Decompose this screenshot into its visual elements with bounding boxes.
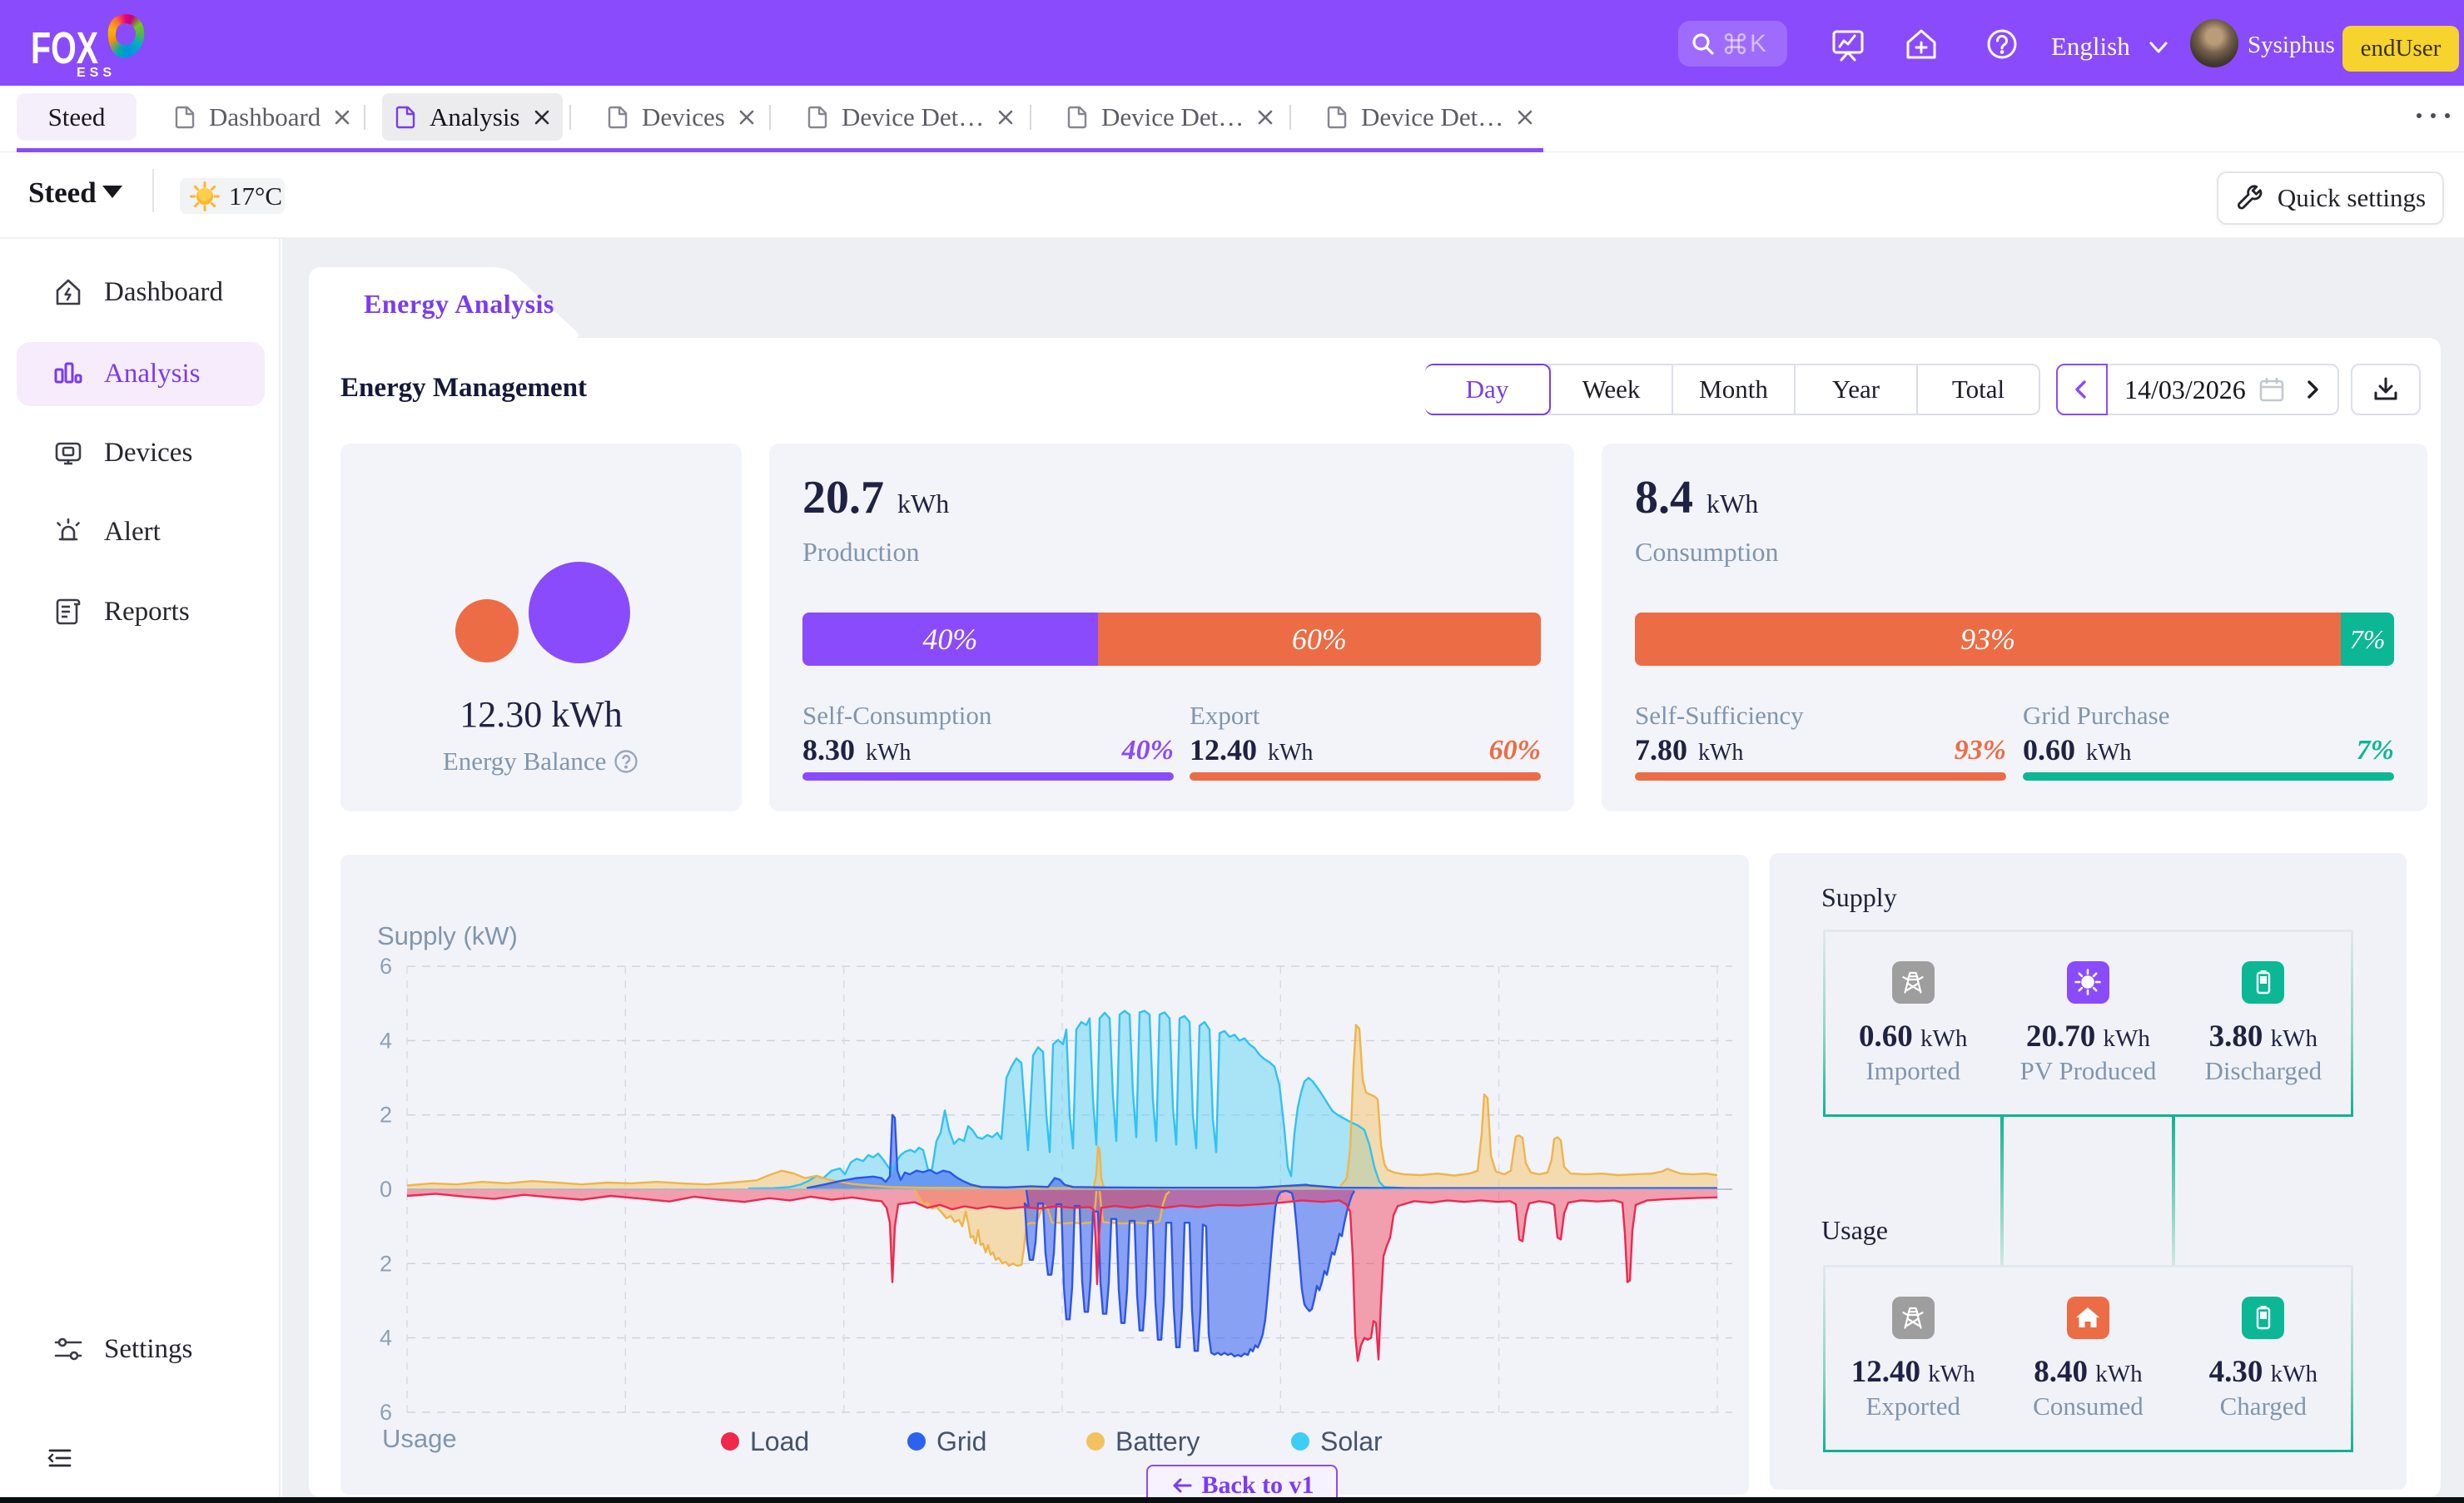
svg-text:6: 6 [380,1400,392,1425]
svg-text:Supply (kW): Supply (kW) [377,921,518,950]
svg-text:6: 6 [380,954,392,979]
svg-text:2: 2 [380,1251,392,1276]
svg-text:4: 4 [380,1028,392,1053]
svg-text:0: 0 [380,1177,392,1202]
svg-text:Solar: Solar [1320,1426,1383,1456]
svg-text:2: 2 [380,1103,392,1128]
svg-text:Grid: Grid [936,1426,986,1456]
svg-text:Battery: Battery [1115,1426,1200,1456]
svg-text:4: 4 [380,1326,392,1351]
svg-text:Load: Load [750,1426,809,1456]
svg-text:Usage: Usage [382,1424,457,1453]
